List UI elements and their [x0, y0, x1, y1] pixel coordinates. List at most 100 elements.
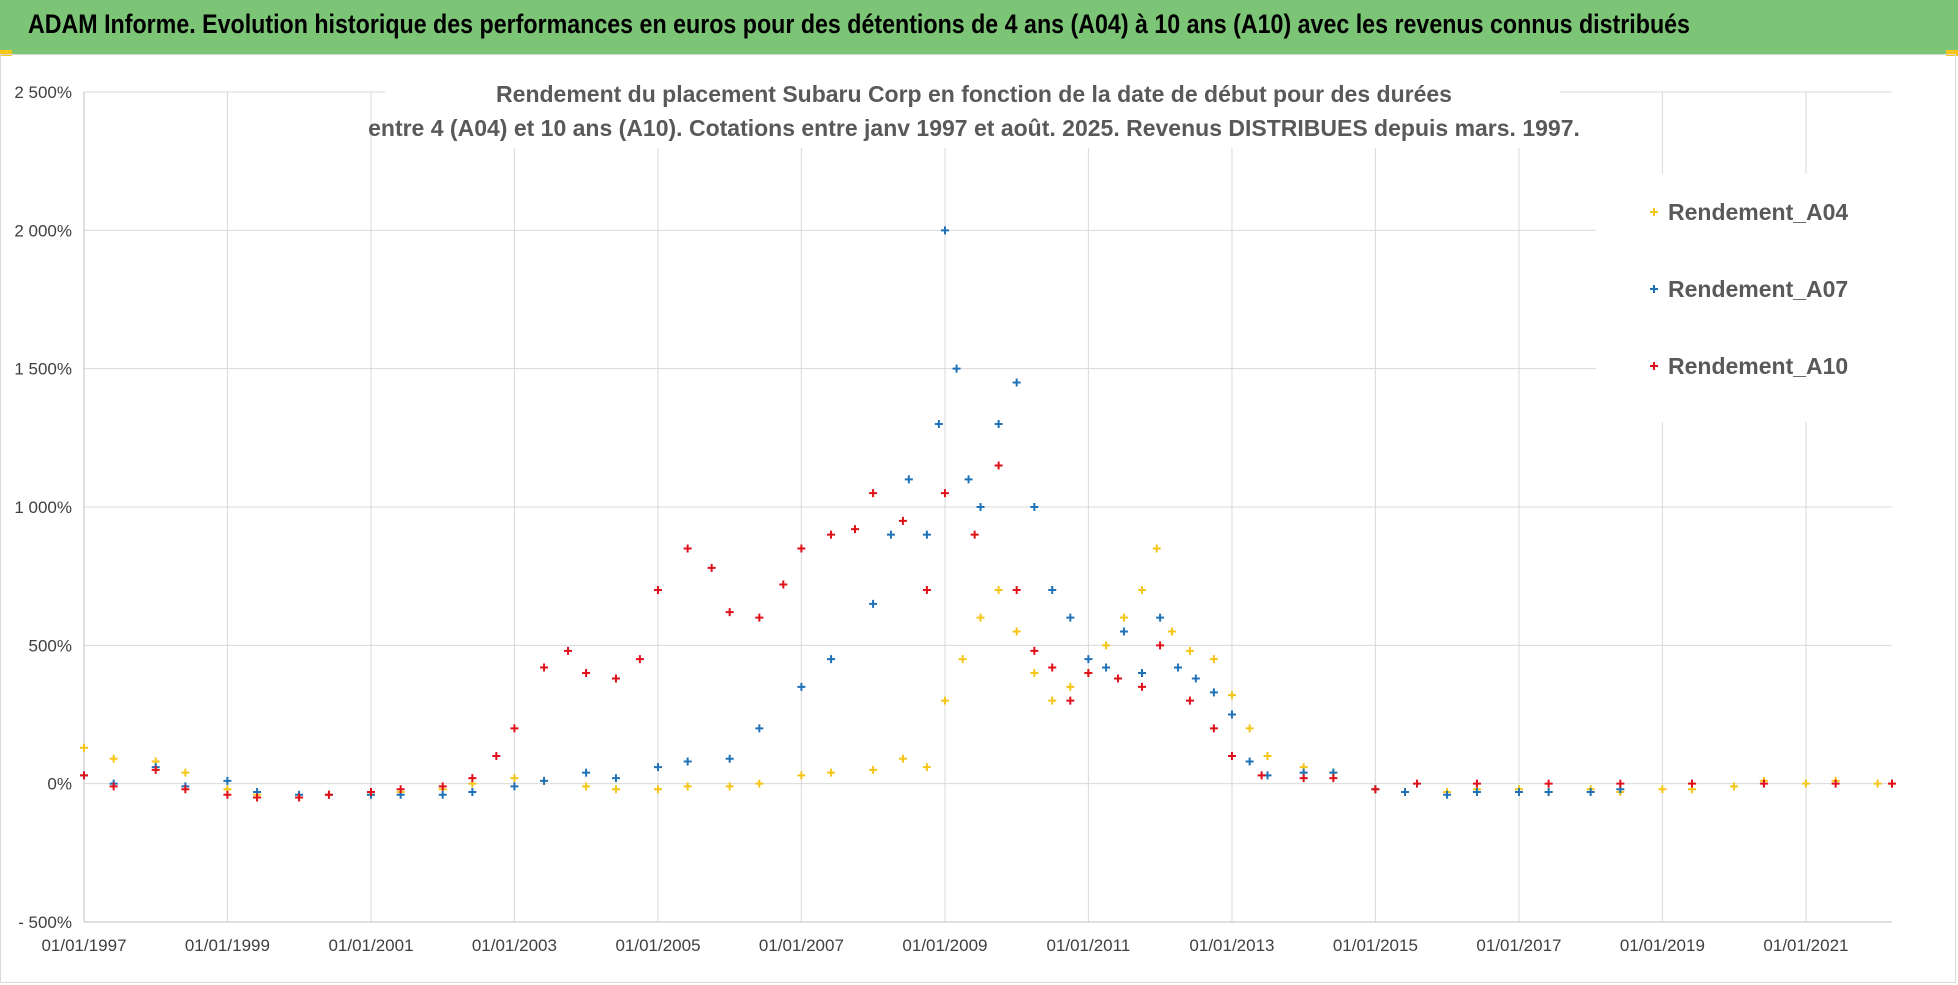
data-point	[869, 489, 878, 498]
data-point	[1329, 774, 1338, 783]
data-point	[1156, 613, 1165, 622]
chart-svg: - 500% 0% 500% 1 000% 1 500% 2 000% 2 500% 01/…	[14, 78, 1896, 955]
data-point	[1443, 790, 1452, 799]
data-point	[683, 782, 692, 791]
data-point	[940, 696, 949, 705]
data-point	[1012, 627, 1021, 636]
data-point	[1873, 779, 1882, 788]
data-point	[1138, 682, 1147, 691]
data-point	[366, 787, 375, 796]
x-tick-label: 01/01/2001	[328, 936, 413, 955]
chart-legend: Rendement_A04 Rendement_A07 Rendement_A10	[1596, 174, 1894, 422]
data-point	[725, 608, 734, 617]
data-point	[1688, 779, 1697, 788]
legend-label: Rendement_A10	[1668, 353, 1848, 379]
data-point	[1257, 771, 1266, 780]
data-point	[898, 516, 907, 525]
data-point	[1012, 586, 1021, 594]
data-point	[653, 785, 662, 794]
data-point	[1173, 663, 1182, 672]
data-point	[725, 782, 734, 791]
x-tick-label: 01/01/2009	[902, 936, 987, 955]
data-point	[1119, 613, 1128, 622]
data-point	[869, 599, 878, 608]
data-point	[964, 475, 973, 484]
data-point	[1119, 627, 1128, 636]
data-point	[827, 768, 836, 777]
data-point	[1801, 779, 1810, 788]
data-point	[952, 364, 961, 373]
data-point	[1263, 752, 1272, 760]
data-point	[755, 779, 764, 788]
x-tick-label: 01/01/2013	[1189, 936, 1274, 955]
y-tick-label: 2 500%	[14, 83, 72, 102]
data-point	[1514, 787, 1523, 796]
series-Rendement_A04	[80, 544, 1896, 802]
corner-marker-right	[1946, 50, 1958, 56]
data-point	[1209, 688, 1218, 697]
data-point	[976, 613, 985, 622]
data-point	[1114, 674, 1123, 683]
x-tick-label: 01/01/2019	[1620, 936, 1705, 955]
series-Rendement_A07	[80, 226, 1625, 799]
data-point	[324, 790, 333, 799]
data-point	[976, 503, 985, 511]
data-point	[1245, 724, 1254, 733]
chart-title-group: Rendement du placement Subaru Corp en fo…	[368, 78, 1580, 148]
data-point	[1066, 696, 1075, 705]
x-tick-label: 01/01/2003	[472, 936, 557, 955]
y-tick-label: 1 000%	[14, 498, 72, 517]
data-point	[1156, 641, 1165, 650]
data-point	[1185, 696, 1194, 705]
data-point	[922, 586, 931, 594]
data-point	[707, 563, 716, 572]
data-point	[564, 646, 573, 655]
data-point	[438, 790, 447, 799]
data-point	[1066, 613, 1075, 622]
data-point	[779, 580, 788, 589]
legend-marker	[1650, 362, 1658, 370]
data-point	[181, 785, 190, 794]
data-point	[468, 774, 477, 783]
data-point	[653, 586, 662, 594]
data-point	[869, 765, 878, 774]
data-point	[797, 682, 806, 691]
y-tick-label: 2 000%	[14, 221, 72, 240]
data-point	[1831, 779, 1840, 788]
data-point	[223, 776, 232, 785]
data-point	[1472, 779, 1481, 788]
data-point	[1167, 627, 1176, 636]
data-point	[438, 782, 447, 791]
data-point	[755, 613, 764, 622]
data-point	[755, 724, 764, 733]
data-point	[151, 765, 160, 774]
data-point	[582, 782, 591, 791]
data-point	[80, 743, 88, 752]
x-tick-label: 01/01/2015	[1333, 936, 1418, 955]
data-point	[510, 774, 519, 783]
x-tick-label: 01/01/2005	[615, 936, 700, 955]
legend-label: Rendement_A07	[1668, 276, 1848, 302]
legend-marker	[1650, 285, 1658, 293]
x-tick-label: 01/01/2007	[759, 936, 844, 955]
data-point	[611, 785, 620, 794]
data-point	[1227, 710, 1236, 719]
data-point	[683, 544, 692, 553]
data-point	[886, 530, 895, 539]
data-point	[1227, 691, 1236, 700]
data-point	[994, 586, 1003, 594]
data-point	[683, 757, 692, 766]
chart-title-line-2: entre 4 (A04) et 10 ans (A10). Cotations…	[368, 115, 1580, 141]
data-point	[827, 655, 836, 664]
data-point	[582, 669, 591, 677]
data-point	[1138, 669, 1147, 677]
data-point	[922, 530, 931, 539]
chart-title-line-1: Rendement du placement Subaru Corp en fo…	[496, 81, 1452, 107]
data-point	[1413, 779, 1422, 788]
data-point	[1544, 779, 1553, 788]
data-point	[1030, 646, 1039, 655]
data-point	[797, 544, 806, 553]
x-tick-label: 01/01/2011	[1046, 936, 1130, 955]
data-point	[1401, 787, 1410, 796]
x-tick-label: 01/01/1999	[185, 936, 270, 955]
